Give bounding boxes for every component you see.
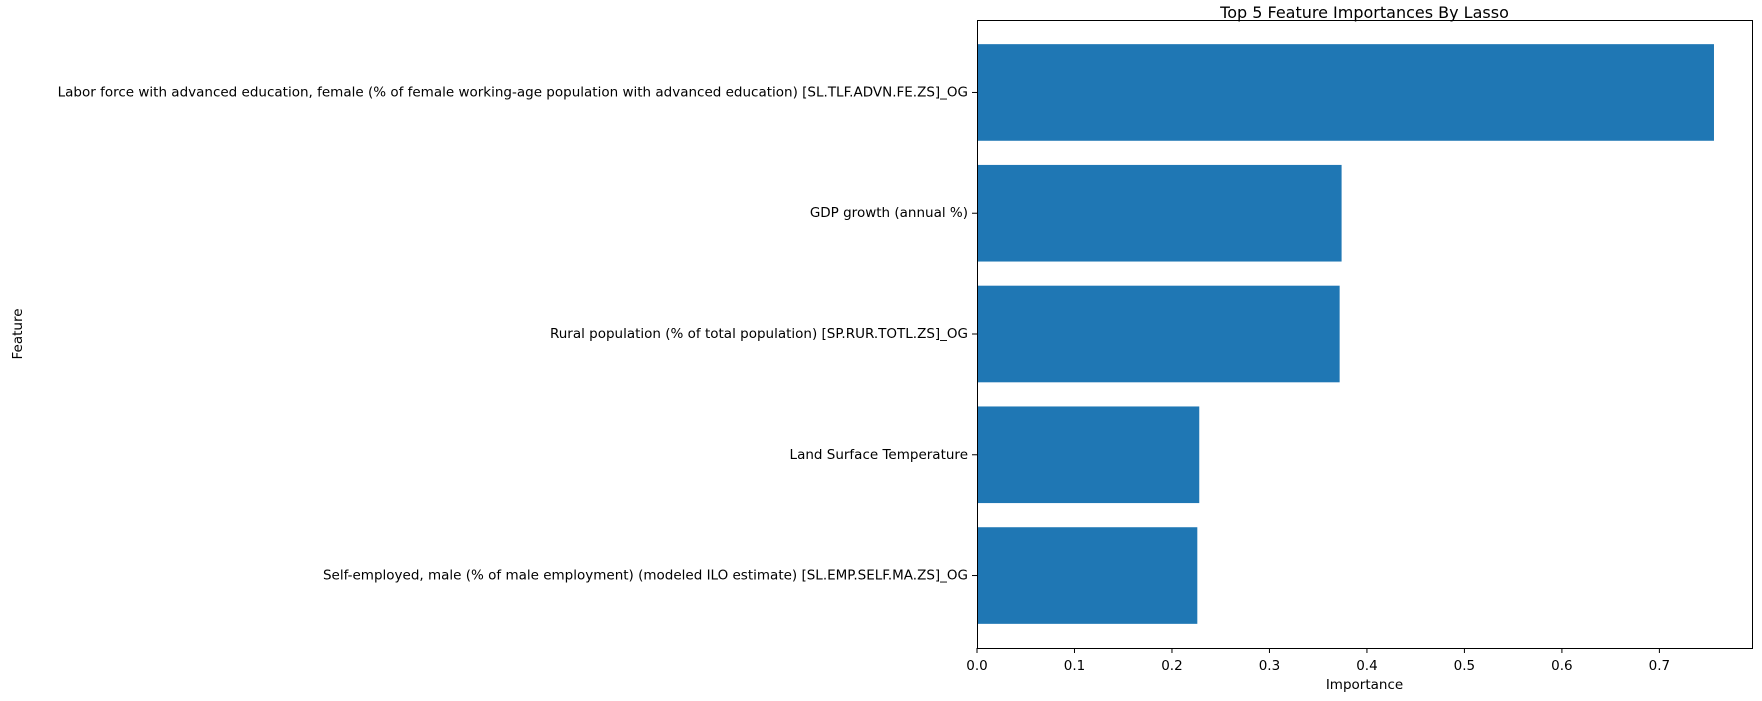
- plot-frame: [977, 20, 1753, 649]
- y-tick-label: Labor force with advanced education, fem…: [58, 84, 968, 100]
- y-tick-label: Land Surface Temperature: [790, 447, 968, 463]
- x-ticks: 0.0 0.1 0.2 0.3 0.4 0.5 0.6 0.7: [966, 648, 1670, 674]
- x-tick-label: 0.0: [966, 658, 987, 674]
- x-axis-label: Importance: [1326, 677, 1403, 693]
- bar-3: [977, 285, 1340, 383]
- bar-1: [977, 44, 1714, 141]
- y-tick-label: Self-employed, male (% of male employmen…: [323, 568, 968, 584]
- x-tick-label: 0.3: [1259, 658, 1280, 674]
- bars-layer: [977, 44, 1714, 624]
- bar-4: [977, 406, 1200, 504]
- bar-2: [977, 164, 1342, 262]
- y-ticks: Labor force with advanced education, fem…: [58, 84, 977, 584]
- y-tick-label: GDP growth (annual %): [810, 205, 968, 221]
- x-tick-label: 0.7: [1649, 658, 1670, 674]
- chart-title: Top 5 Feature Importances By Lasso: [1219, 3, 1509, 22]
- x-tick-label: 0.2: [1161, 658, 1182, 674]
- x-tick-label: 0.6: [1551, 658, 1572, 674]
- x-tick-label: 0.1: [1064, 658, 1085, 674]
- y-tick-label: Rural population (% of total population)…: [550, 326, 968, 342]
- bar-5: [977, 527, 1198, 624]
- x-tick-label: 0.5: [1454, 658, 1475, 674]
- x-tick-label: 0.4: [1356, 658, 1377, 674]
- y-axis-label: Feature: [10, 308, 26, 359]
